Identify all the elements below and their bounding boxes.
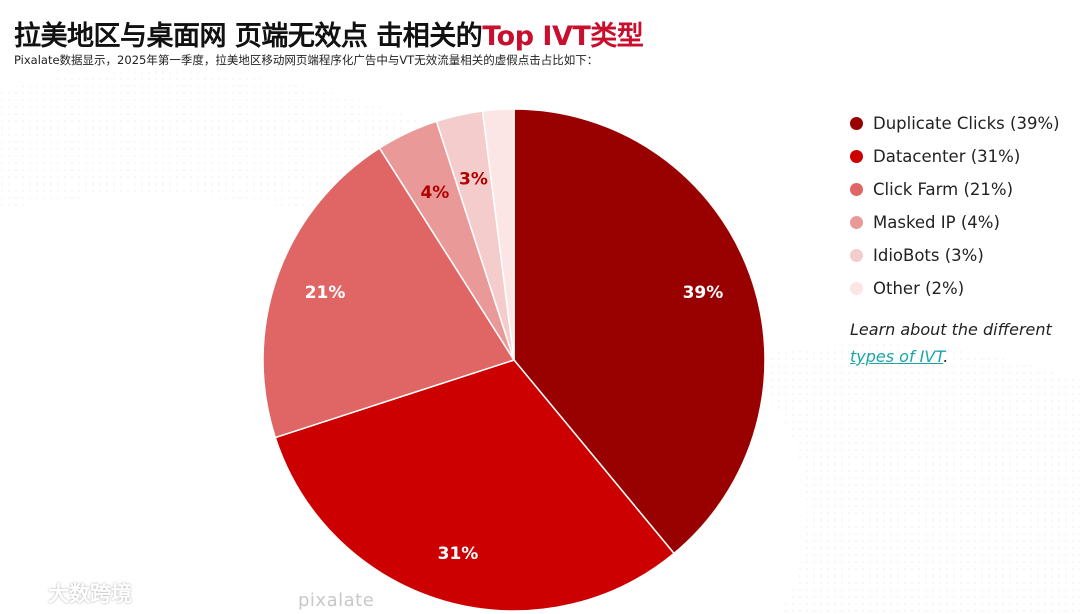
- legend-label: Click Farm (21%): [873, 180, 1014, 199]
- pie-slice-click-farm: [262, 147, 516, 439]
- learn-more-text: Learn about the different types of IVT.: [850, 316, 1052, 370]
- slice-label-idiobots: 3%: [459, 170, 488, 190]
- learn-more-prefix: Learn about the different: [850, 320, 1052, 339]
- slice-label-datacenter: 31%: [438, 544, 479, 564]
- legend-dot-icon: [850, 183, 863, 196]
- pie-slice-datacenter: [274, 359, 676, 612]
- legend-dot-icon: [850, 249, 863, 262]
- slice-label-masked-ip: 4%: [420, 183, 449, 203]
- watermark-logo-icon: [8, 582, 41, 603]
- legend-item-idiobots: IdioBots (3%): [850, 239, 1060, 272]
- page-subtitle: Pixalate数据显示，2025年第一季度，拉美地区移动网页端程序化广告中与V…: [14, 53, 599, 67]
- legend-item-datacenter: Datacenter (31%): [850, 140, 1060, 173]
- legend-dot-icon: [850, 216, 863, 229]
- legend-dot-icon: [850, 282, 863, 295]
- watermark-text: 大数跨境: [48, 582, 132, 606]
- legend-item-click-farm: Click Farm (21%): [850, 173, 1060, 206]
- legend-label: Duplicate Clicks (39%): [873, 114, 1060, 133]
- legend-dot-icon: [850, 150, 863, 163]
- slice-label-click-farm: 21%: [305, 283, 346, 303]
- title-main: 拉美地区与桌面网 页端无效点 击相关的: [14, 21, 483, 52]
- page-title: 拉美地区与桌面网 页端无效点 击相关的Top IVT类型: [14, 14, 644, 53]
- pie-slice-other: [481, 108, 515, 361]
- legend-label: Other (2%): [873, 279, 965, 298]
- legend-item-other: Other (2%): [850, 272, 1060, 305]
- title-accent: Top IVT类型: [482, 21, 644, 52]
- learn-more-suffix: .: [943, 347, 949, 366]
- watermark: 大数跨境: [8, 578, 132, 608]
- chart-legend: Duplicate Clicks (39%) Datacenter (31%) Cl…: [850, 107, 1060, 305]
- pie-slice-duplicate-clicks: [513, 108, 766, 555]
- legend-dot-icon: [850, 117, 863, 130]
- pixalate-logo-text: pixalate: [298, 590, 375, 611]
- legend-label: IdioBots (3%): [873, 246, 984, 265]
- legend-label: Datacenter (31%): [873, 147, 1021, 166]
- legend-label: Masked IP (4%): [873, 213, 1000, 232]
- types-of-ivt-link[interactable]: types of IVT: [850, 347, 944, 366]
- legend-item-duplicate-clicks: Duplicate Clicks (39%): [850, 107, 1060, 140]
- slice-label-duplicate-clicks: 39%: [683, 283, 724, 303]
- legend-item-masked-ip: Masked IP (4%): [850, 206, 1060, 239]
